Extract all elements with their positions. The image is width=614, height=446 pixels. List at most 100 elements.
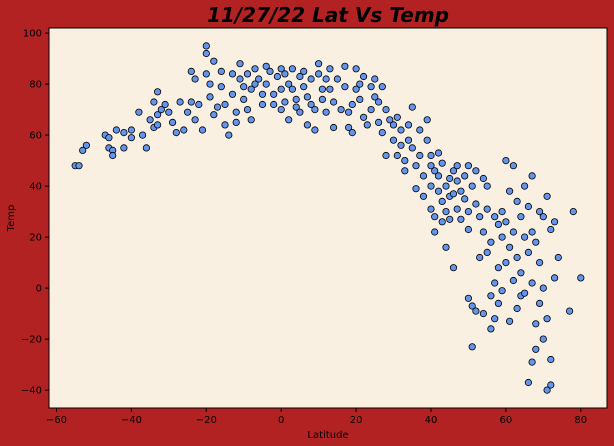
- scatter-point: [524, 248, 533, 256]
- scatter-point: [356, 95, 364, 104]
- scatter-point: [513, 253, 521, 262]
- x-tick-label: −20: [196, 415, 217, 426]
- scatter-point: [434, 149, 443, 157]
- scatter-point: [476, 253, 484, 262]
- scatter-point: [412, 185, 420, 193]
- scatter-point: [528, 172, 536, 180]
- scatter-point: [378, 83, 386, 91]
- x-axis: −60 −40 −20 0 20 40 60 80: [46, 408, 587, 426]
- scatter-point: [154, 111, 162, 119]
- scatter-point: [438, 159, 446, 167]
- scatter-point: [142, 144, 150, 152]
- scatter-point: [359, 113, 368, 121]
- scatter-point: [258, 90, 267, 98]
- scatter-point: [502, 157, 510, 165]
- scatter-point: [311, 126, 319, 134]
- scatter-point: [434, 172, 443, 180]
- scatter-point: [419, 172, 428, 180]
- scatter-point: [187, 98, 195, 106]
- scatter-point: [505, 187, 514, 195]
- scatter-point: [247, 116, 255, 124]
- y-tick-label: 20: [29, 233, 42, 244]
- scatter-point: [517, 213, 525, 221]
- scatter-point: [326, 65, 334, 73]
- scatter-point: [277, 65, 285, 73]
- scatter-point: [307, 75, 315, 83]
- scatter-point: [75, 162, 83, 170]
- scatter-point: [262, 62, 270, 70]
- scatter-point: [453, 205, 461, 213]
- scatter-point: [258, 100, 267, 109]
- scatter-point: [198, 126, 207, 134]
- scatter-point: [187, 67, 195, 76]
- scatter-point: [202, 42, 210, 50]
- scatter-point: [79, 146, 87, 154]
- scatter-point: [446, 174, 454, 183]
- scatter-point: [206, 80, 214, 88]
- scatter-point: [423, 116, 431, 124]
- scatter-point: [468, 343, 476, 351]
- scatter-point: [550, 274, 559, 282]
- scatter-point: [195, 100, 203, 109]
- scatter-point: [277, 106, 285, 114]
- scatter-point: [281, 98, 289, 106]
- scatter-point: [82, 141, 91, 149]
- scatter-point: [371, 75, 379, 83]
- scatter-point: [393, 151, 401, 160]
- scatter-point: [210, 111, 218, 119]
- scatter-point: [326, 85, 334, 93]
- scatter-point: [281, 70, 289, 78]
- scatter-point: [270, 100, 278, 109]
- scatter-point: [464, 225, 472, 234]
- scatter-point: [389, 121, 398, 129]
- scatter-point: [120, 129, 128, 137]
- scatter-point: [457, 187, 465, 195]
- scatter-point: [344, 123, 353, 132]
- scatter-point: [329, 98, 338, 106]
- scatter-point: [352, 65, 360, 73]
- scatter-point: [539, 335, 547, 343]
- scatter-point: [296, 72, 304, 81]
- scatter-point: [314, 60, 323, 68]
- scatter-point: [329, 123, 338, 132]
- scatter-point: [266, 67, 274, 76]
- scatter-point: [513, 197, 521, 205]
- scatter-point: [483, 248, 491, 256]
- scatter-point: [502, 218, 510, 226]
- scatter-point: [262, 80, 270, 88]
- scatter-point: [532, 238, 540, 246]
- scatter-point: [442, 182, 450, 190]
- x-tick-label: 40: [425, 415, 438, 426]
- scatter-point: [513, 304, 521, 313]
- scatter-point: [393, 113, 401, 121]
- scatter-point: [303, 121, 311, 129]
- scatter-point: [292, 103, 300, 111]
- scatter-point: [300, 67, 308, 76]
- scatter-point: [494, 220, 502, 228]
- scatter-point: [217, 67, 225, 76]
- scatter-point: [184, 108, 192, 116]
- scatter-point: [461, 195, 469, 203]
- scatter-point: [543, 192, 551, 200]
- scatter-point: [535, 208, 544, 216]
- scatter-point: [498, 287, 506, 295]
- scatter-point: [569, 208, 577, 216]
- scatter-point: [169, 118, 177, 127]
- scatter-point: [427, 182, 435, 190]
- scatter-point: [176, 98, 184, 106]
- scatter-point: [434, 187, 443, 195]
- scatter-point: [389, 136, 398, 144]
- scatter-point: [442, 243, 450, 251]
- scatter-point: [386, 116, 394, 124]
- y-tick-label: 0: [36, 284, 42, 295]
- scatter-point: [543, 315, 551, 323]
- scatter-point: [344, 108, 353, 116]
- scatter-point: [288, 85, 296, 93]
- scatter-point: [509, 228, 518, 236]
- scatter-point: [374, 118, 383, 127]
- scatter-point: [221, 100, 229, 109]
- scatter-point: [356, 80, 364, 88]
- scatter-point: [483, 182, 491, 190]
- scatter-point: [539, 284, 547, 292]
- scatter-point: [374, 98, 383, 106]
